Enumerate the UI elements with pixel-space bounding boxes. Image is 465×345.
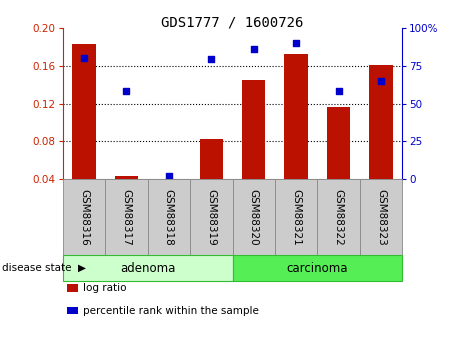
Bar — [369, 65, 392, 179]
Point — [80, 55, 88, 61]
Bar — [327, 107, 350, 179]
Text: carcinoma: carcinoma — [286, 262, 348, 275]
Text: GSM88321: GSM88321 — [291, 189, 301, 246]
Point — [165, 174, 173, 179]
Bar — [115, 176, 138, 179]
Point — [207, 57, 215, 62]
Point — [377, 78, 385, 83]
Point — [335, 89, 342, 94]
Point — [292, 40, 300, 46]
Bar — [157, 179, 180, 210]
Point — [250, 46, 258, 52]
Bar — [73, 44, 96, 179]
Bar — [199, 139, 223, 179]
Text: GSM88317: GSM88317 — [121, 189, 132, 246]
Text: GSM88323: GSM88323 — [376, 189, 386, 246]
Bar — [242, 80, 266, 179]
Text: GSM88320: GSM88320 — [249, 189, 259, 246]
Text: GSM88322: GSM88322 — [333, 189, 344, 246]
Bar — [285, 54, 308, 179]
Point — [123, 89, 130, 94]
Text: disease state  ▶: disease state ▶ — [2, 263, 86, 273]
Text: percentile rank within the sample: percentile rank within the sample — [83, 306, 259, 315]
Text: GSM88318: GSM88318 — [164, 189, 174, 246]
Text: adenoma: adenoma — [120, 262, 175, 275]
Text: GDS1777 / 1600726: GDS1777 / 1600726 — [161, 16, 304, 30]
Text: GSM88319: GSM88319 — [206, 189, 216, 246]
Text: log ratio: log ratio — [83, 283, 127, 293]
Text: GSM88316: GSM88316 — [79, 189, 89, 246]
